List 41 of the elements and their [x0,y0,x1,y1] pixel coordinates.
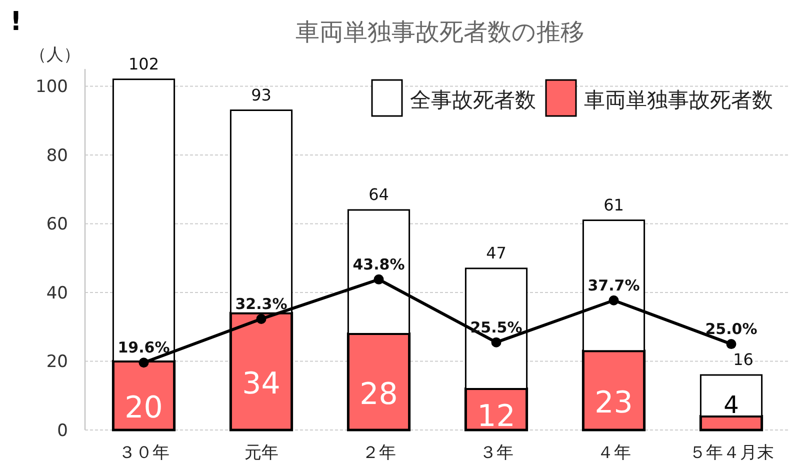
point [726,339,736,350]
chart-title: 車両単独事故死者数の推移 [296,18,584,46]
data-label: 32.3% [235,294,288,313]
x-tick-label: ５年４月末 [688,443,774,463]
point [608,295,619,306]
data-label: 28 [360,376,398,412]
legend-label: 全事故死者数 [410,88,536,112]
y-tick-label: 0 [57,421,68,441]
data-label: 25.0% [705,320,758,338]
point [256,314,266,324]
total-label: 16 [733,350,754,369]
point [138,358,149,368]
total-label: 64 [368,184,389,204]
total-label: 102 [128,54,160,74]
point [491,337,502,348]
total-label: 47 [486,243,506,262]
data-label: 12 [477,399,516,434]
point [374,274,384,284]
data-label: 19.6% [118,338,170,357]
data-label: 20 [124,390,163,426]
x-tick-label: ３年 [479,443,514,463]
x-tick-label: ２年 [362,443,396,463]
x-tick-label: 元年 [244,443,278,463]
text: ! [10,7,22,37]
y-tick-label: 100 [36,77,68,98]
y-tick-label: 20 [46,352,68,372]
y-tick-label: 40 [46,283,68,304]
data-label: 43.8% [352,255,405,274]
y-tick-label: 80 [46,146,68,166]
x-tick-label: ３０年 [118,443,170,463]
data-label: 34 [242,366,280,402]
y-axis-title: （人） [30,45,80,65]
data-label: 37.7% [588,276,640,294]
data-label: 23 [594,385,633,420]
data-label: 25.5% [470,318,522,336]
data-label: 4 [724,391,739,420]
y-tick-label: 60 [46,214,68,235]
total-label: 61 [604,195,624,214]
total-label: 93 [251,85,272,104]
x-tick-label: ４年 [596,443,631,463]
legend-label: 車両単独事故死者数 [584,88,773,112]
